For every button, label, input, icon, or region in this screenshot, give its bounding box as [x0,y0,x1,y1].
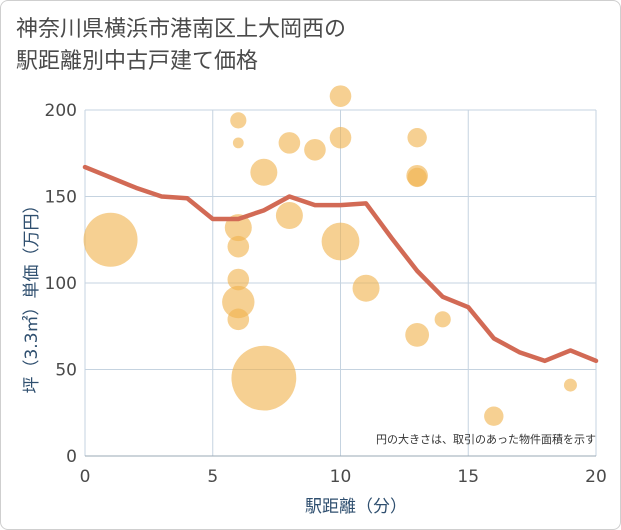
bubble-point [304,138,326,161]
bubble-point [563,378,577,392]
chart-title-line1: 神奈川県横浜市港南区上大岡西の [16,17,347,42]
bubble-point [232,137,244,149]
y-tick-label: 0 [66,447,77,467]
bubble-point [250,158,278,186]
y-tick-label: 200 [45,101,77,121]
bubble-point [352,274,380,302]
bubble-point [231,345,297,411]
bubble-point [321,222,360,261]
x-axis-label: 駅距離（分） [305,497,407,517]
bubble-point [407,127,427,148]
bubble-point [83,212,138,267]
y-tick-label: 150 [45,188,77,208]
bubble-size-note: 円の大きさは、取引のあった物件面積を示す [376,432,596,446]
average-price-line [82,164,599,364]
chart-title-line2: 駅距離別中古戸建て価格 [16,49,259,74]
bubble-point [222,285,255,319]
bubble-point [484,406,504,426]
x-tick-label: 0 [80,467,91,487]
grid-lines [84,109,597,457]
bubble-point [227,308,250,331]
bubble-point [407,167,427,188]
bubble-point [329,85,352,107]
x-tick-label: 20 [585,467,607,487]
average-line-series [82,164,599,364]
x-tick-label: 5 [207,467,218,487]
bubble-point [227,268,250,291]
bubble-point [227,235,250,258]
bubble-series [83,85,577,426]
x-tick-label: 10 [330,467,352,487]
x-tick-label: 15 [457,467,479,487]
bubble-point [230,112,247,129]
y-axis-label: 坪（3.3㎡）単価（万円） [22,196,42,393]
chart-title: 神奈川県横浜市港南区上大岡西の 駅距離別中古戸建て価格 [16,14,346,78]
y-tick-label: 50 [55,361,77,381]
bubble-point [329,126,352,149]
y-tick-label: 100 [45,274,77,294]
bubble-point [275,202,303,230]
bubble-point [405,323,430,347]
bubble-point [434,311,451,328]
bubble-point [278,132,301,154]
